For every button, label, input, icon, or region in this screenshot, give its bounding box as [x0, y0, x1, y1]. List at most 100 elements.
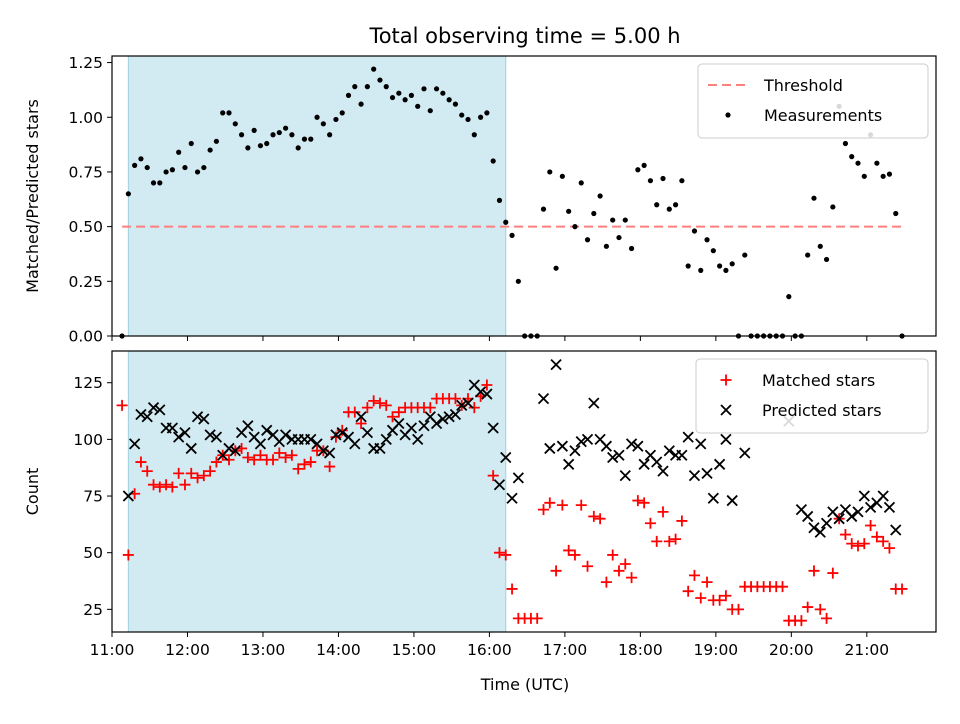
measurement-point	[308, 136, 314, 142]
matched-star-point	[506, 583, 518, 595]
predicted-star-point	[833, 513, 845, 525]
legend-label: Threshold	[763, 76, 843, 95]
measurement-point	[339, 110, 345, 116]
matched-star-point	[387, 411, 399, 423]
x-tick-label: 17:00	[543, 641, 588, 659]
matched-star-point	[613, 565, 625, 577]
matched-star-point	[575, 499, 587, 511]
matched-star-point	[556, 499, 568, 511]
predicted-star-point	[330, 429, 342, 441]
predicted-star-point	[147, 402, 160, 414]
predicted-star-point	[355, 411, 367, 423]
measurement-point	[188, 140, 194, 147]
legend-predicted-swatch	[720, 404, 732, 416]
ratio-panel: 0.00 0.25 0.50 0.75 1.00 1.25 Matched/Predicte…	[23, 54, 937, 346]
predicted-star-point	[877, 490, 889, 502]
predicted-star-point	[688, 470, 701, 482]
measurement-point	[371, 66, 377, 72]
measurement-point	[194, 169, 201, 175]
measurement-point	[610, 217, 616, 223]
y-tick-label: 50	[83, 544, 103, 562]
predicted-star-point	[537, 392, 550, 405]
measurement-point	[691, 228, 698, 234]
x-tick-label: 21:00	[844, 641, 889, 659]
predicted-star-point	[437, 413, 449, 425]
matched-star-point	[732, 603, 744, 615]
predicted-star-point	[493, 479, 506, 491]
matched-star-point	[657, 506, 669, 518]
predicted-star-point	[210, 431, 223, 443]
predicted-star-point	[154, 404, 166, 416]
measurement-point	[635, 167, 641, 173]
predicted-star-point	[739, 447, 751, 459]
matched-star-point	[223, 454, 235, 466]
measurement-point	[490, 158, 496, 164]
predicted-star-point	[305, 433, 317, 446]
matched-star-point	[821, 612, 833, 624]
measurement-point	[257, 143, 264, 149]
measurement-point	[157, 180, 163, 186]
predicted-star-point	[701, 467, 713, 480]
y-axis-label: Matched/Predicted stars	[23, 99, 42, 293]
x-tick-label: 19:00	[694, 641, 739, 659]
measurement-point	[559, 173, 565, 179]
matched-star-point	[865, 519, 877, 531]
predicted-star-point	[456, 399, 468, 412]
predicted-star-point	[141, 411, 153, 423]
measurement-point	[169, 167, 175, 173]
measurement-point	[717, 263, 723, 269]
measurement-point	[402, 97, 408, 103]
predicted-star-point	[707, 492, 719, 504]
matched-star-point	[324, 461, 336, 473]
measurement-point	[572, 224, 578, 230]
measurement-point	[144, 164, 150, 171]
predicted-star-point	[122, 490, 134, 502]
predicted-star-point	[317, 445, 329, 457]
matched-star-point	[273, 447, 285, 459]
matched-star-point	[802, 601, 814, 613]
measurement-point	[849, 154, 855, 160]
measurement-point	[742, 252, 748, 258]
measurement-point	[220, 110, 226, 116]
measurement-point	[855, 160, 861, 166]
predicted-star-point	[720, 433, 732, 446]
legend-label: Predicted stars	[762, 401, 882, 420]
matched-star-point	[676, 515, 688, 527]
predicted-star-point	[563, 458, 575, 470]
matched-star-point	[500, 549, 512, 561]
predicted-star-point	[393, 417, 405, 430]
matched-star-point	[487, 470, 499, 482]
measurement-point	[125, 191, 131, 197]
measurement-point	[698, 267, 704, 273]
predicted-star-point	[418, 420, 430, 432]
measurement-point	[471, 132, 477, 138]
matched-star-point	[449, 393, 461, 405]
matched-star-point	[808, 565, 820, 577]
matched-star-point	[644, 517, 656, 529]
matched-star-point	[481, 379, 493, 391]
matched-star-point	[493, 547, 505, 559]
predicted-star-point	[506, 492, 518, 504]
measurement-point	[672, 202, 679, 208]
predicted-star-point	[864, 501, 877, 513]
predicted-star-point	[544, 442, 556, 455]
predicted-star-point	[129, 438, 141, 450]
predicted-star-point	[814, 526, 826, 538]
predicted-star-point	[651, 456, 663, 468]
predicted-star-point	[405, 422, 418, 434]
predicted-star-point	[663, 445, 675, 457]
measurement-point	[591, 210, 597, 217]
measurement-point	[477, 114, 484, 120]
measurement-point	[886, 171, 893, 177]
measurement-point	[641, 162, 647, 168]
predicted-star-point	[191, 411, 204, 423]
matched-star-point	[330, 431, 342, 443]
matched-star-point	[531, 612, 543, 624]
y-tick-label: 1.00	[68, 109, 103, 127]
matched-star-point	[393, 406, 405, 418]
measurement-point	[415, 103, 421, 109]
measurement-point	[163, 169, 169, 175]
x-tick-label: 14:00	[316, 641, 361, 659]
measurement-point	[320, 121, 326, 127]
matched-star-point	[550, 565, 562, 577]
